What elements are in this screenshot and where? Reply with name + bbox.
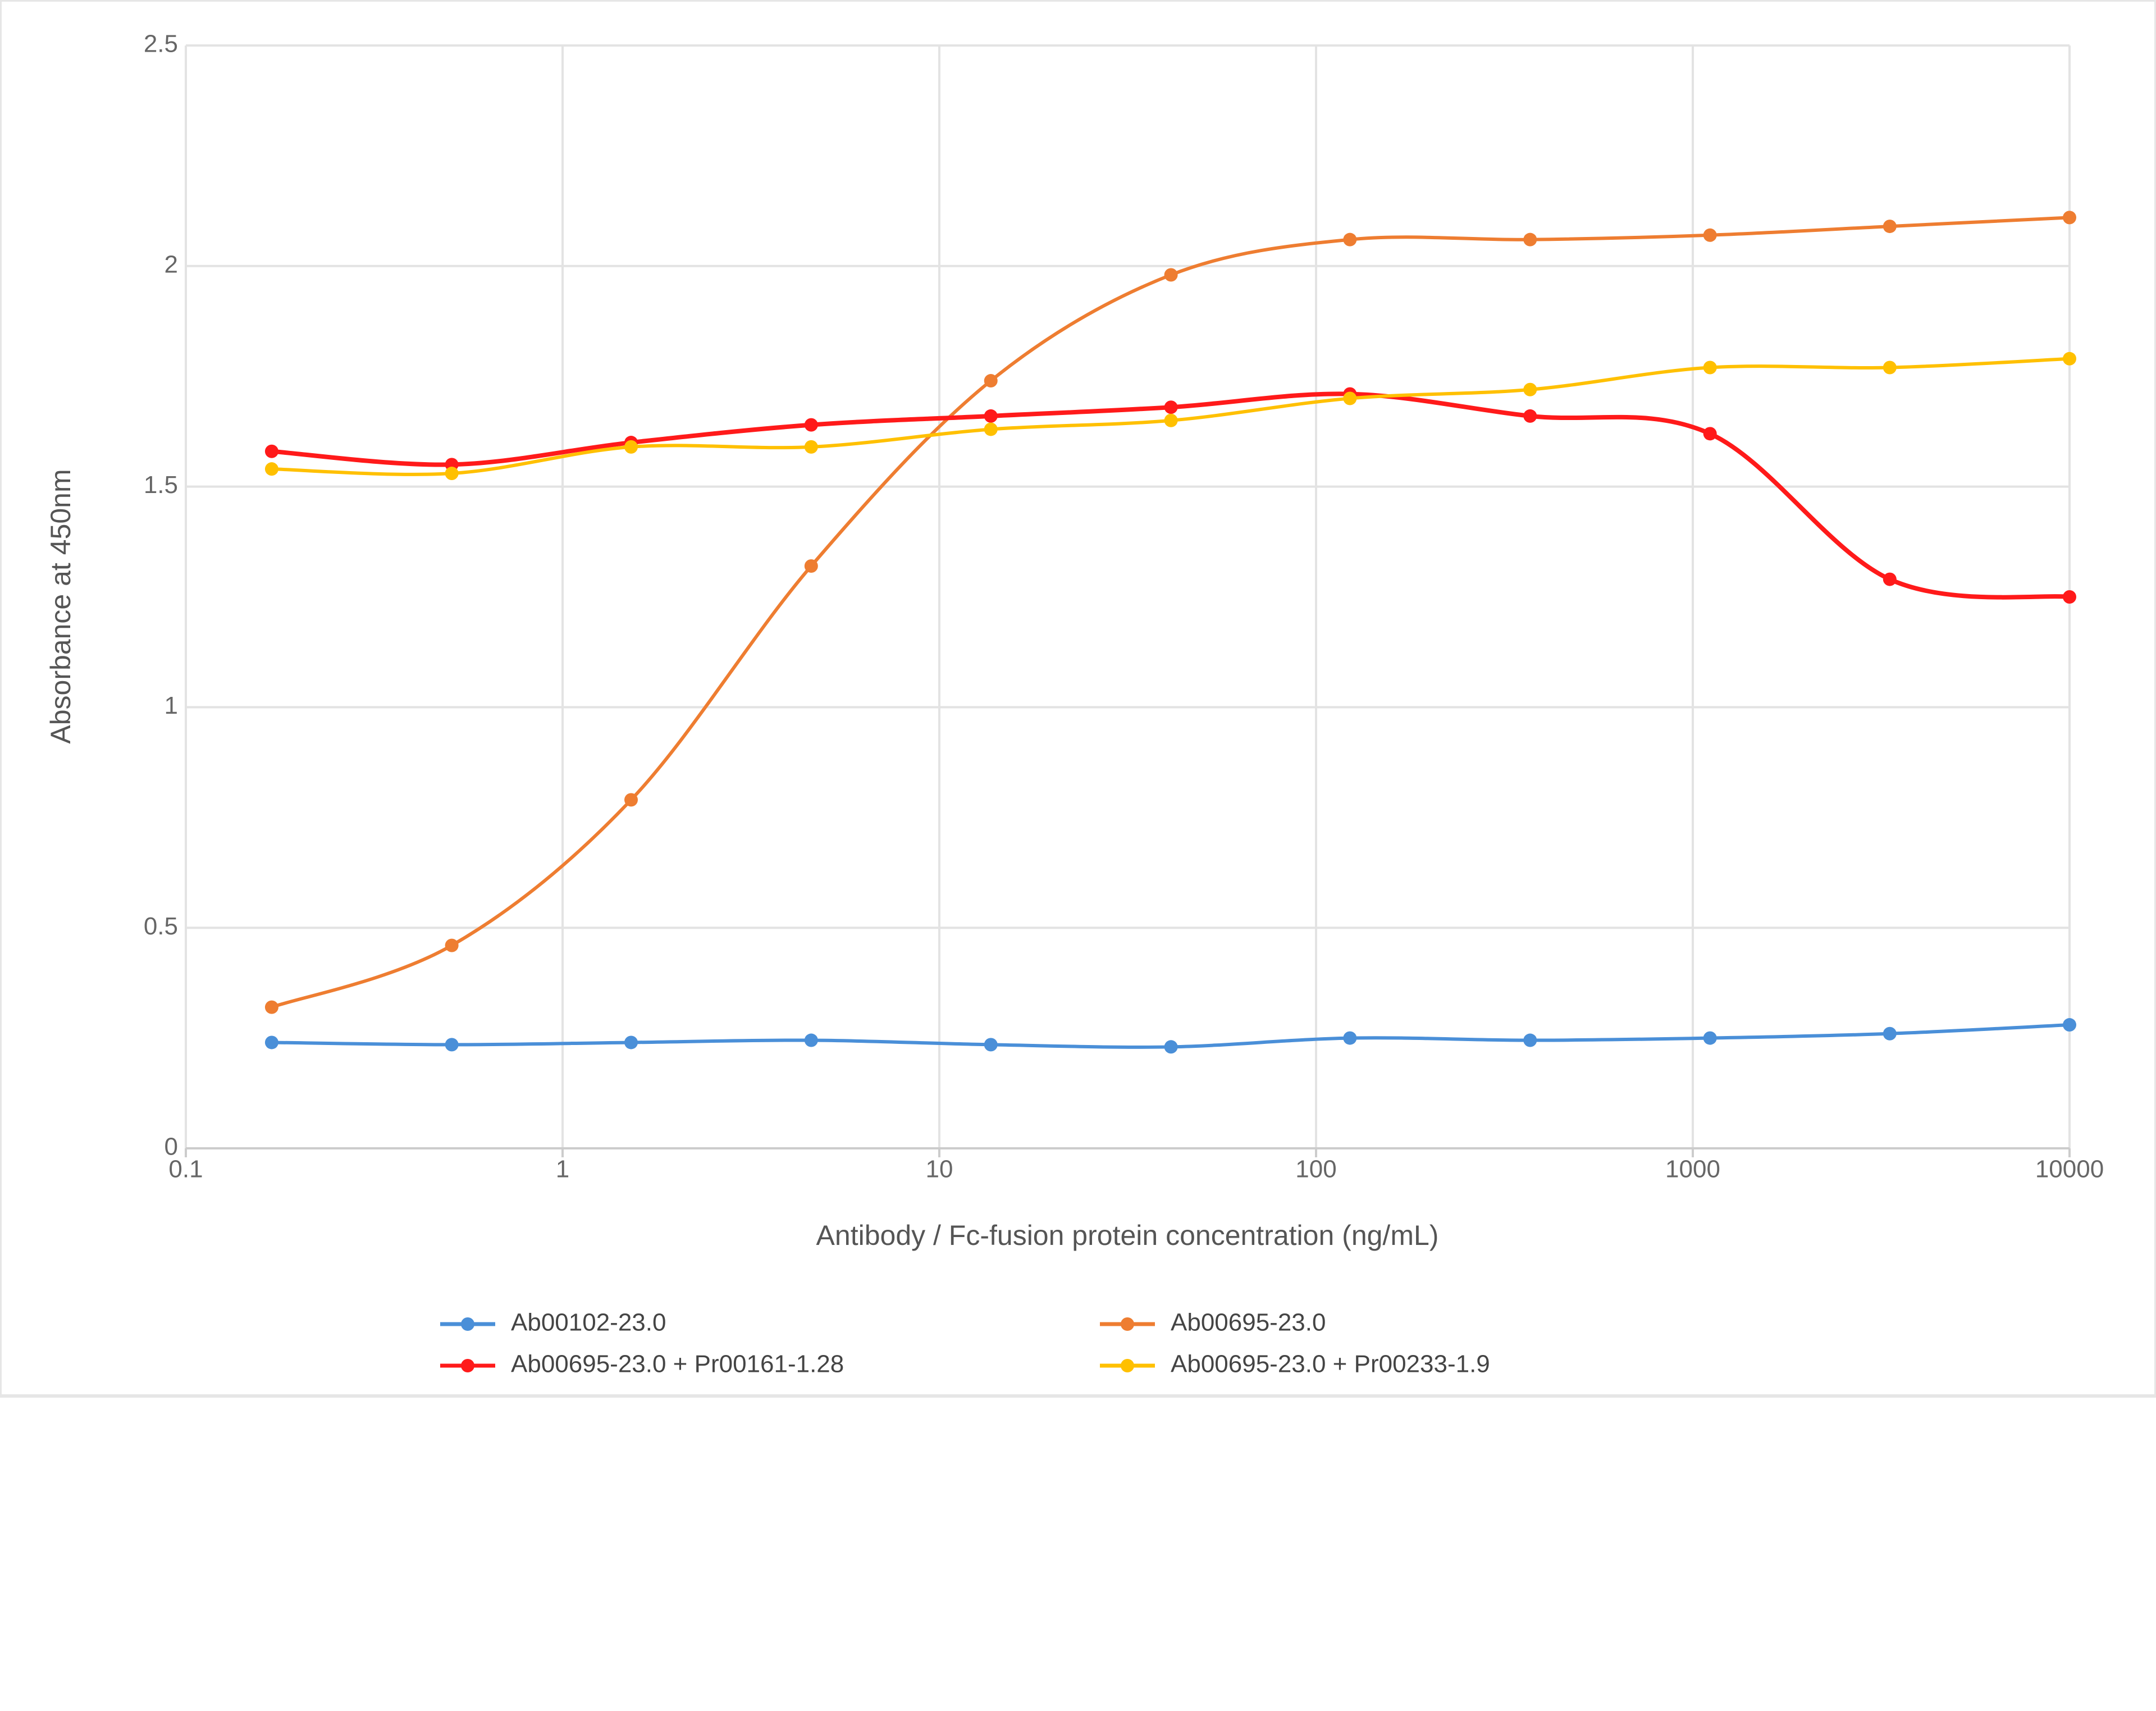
series-line [271,391,2070,600]
x-axis-label: Antibody / Fc-fusion protein concentrati… [816,1220,1439,1251]
point [624,793,638,807]
legend-label: Ab00102-23.0 [511,1309,666,1336]
point [2063,211,2076,225]
point [1343,232,1357,247]
legend-marker [461,1317,474,1331]
point [1164,1040,1178,1054]
x-tick-label: 0.1 [168,1156,203,1183]
point [984,374,998,388]
point [1164,400,1178,414]
point [1343,1031,1357,1045]
point [264,1000,278,1014]
point [1703,1031,1717,1045]
point [2063,1018,2076,1032]
legend-label: Ab00695-23.0 [1171,1309,1326,1336]
point [1703,361,1717,375]
y-tick-label: 1 [165,692,178,719]
point [804,418,818,432]
point [264,462,278,476]
point [804,1033,818,1047]
y-tick-label: 0.5 [144,912,178,940]
y-tick-label: 0 [165,1133,178,1161]
point [445,1038,459,1052]
legend-marker [461,1359,474,1372]
point [264,444,278,458]
point [1523,232,1537,247]
point [445,938,459,952]
x-tick-label: 100 [1295,1156,1336,1183]
point [624,440,638,454]
x-tick-label: 10 [926,1156,953,1183]
point [2063,352,2076,366]
point [1164,413,1178,427]
point [264,1035,278,1050]
y-tick-label: 2.5 [144,30,178,58]
point [1703,427,1717,441]
chart-background [0,0,2156,1398]
legend-marker [1121,1317,1134,1331]
point [1883,572,1897,586]
legend-label: Ab00695-23.0 + Pr00233-1.9 [1171,1350,1490,1378]
point [984,409,998,423]
point [1883,220,1897,234]
point [804,440,818,454]
x-tick-label: 1 [556,1156,569,1183]
point [1883,361,1897,375]
y-tick-label: 2 [165,250,178,278]
y-tick-label: 1.5 [144,471,178,499]
point [1523,409,1537,423]
point [1883,1026,1897,1041]
point [1523,1033,1537,1047]
x-tick-label: 10000 [2035,1156,2104,1183]
point [984,1038,998,1052]
legend-marker [1121,1359,1134,1372]
point [1164,268,1178,282]
point [1523,382,1537,396]
y-axis-label: Absorbance at 450nm [45,469,76,743]
point [445,467,459,481]
point [1703,228,1717,242]
point [624,1035,638,1050]
point [2063,590,2076,604]
series-line [271,216,2070,1009]
point [1343,391,1357,405]
point [804,559,818,573]
legend-label: Ab00695-23.0 + Pr00161-1.28 [511,1350,844,1378]
x-tick-label: 1000 [1665,1156,1720,1183]
point [984,422,998,436]
